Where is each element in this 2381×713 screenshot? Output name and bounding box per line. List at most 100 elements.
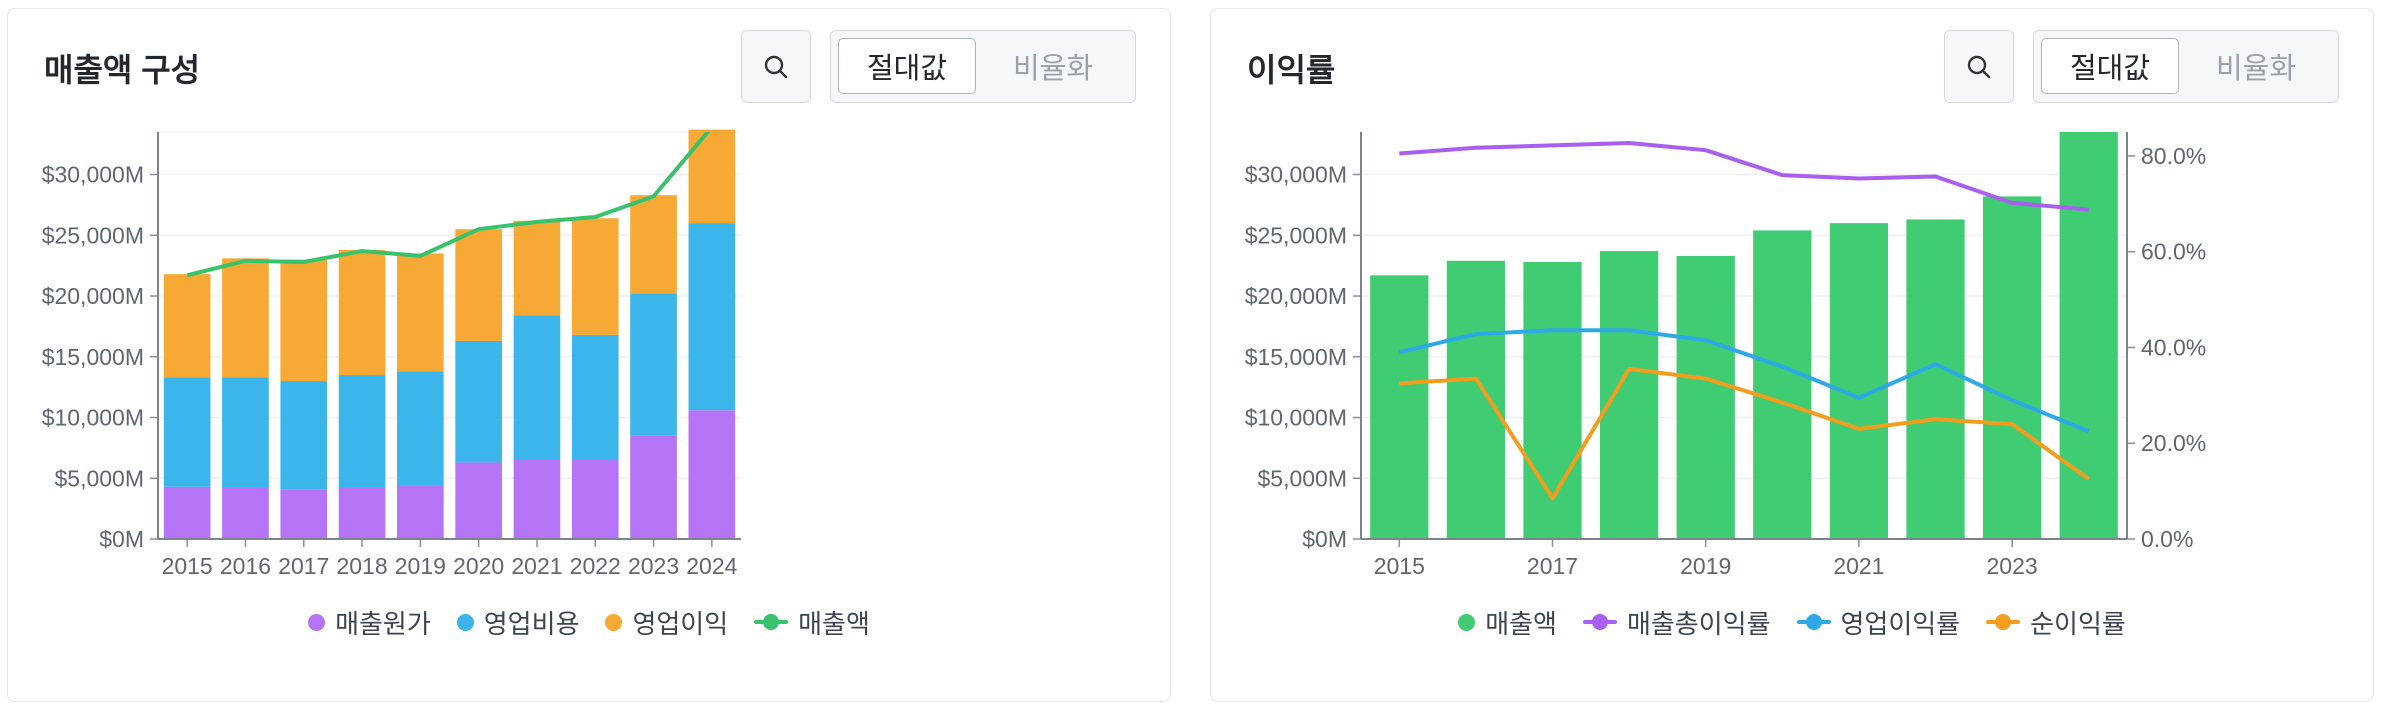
y2-tick-label: 0.0% <box>2141 526 2193 552</box>
legend-dot-icon <box>456 613 474 631</box>
bar-segment <box>513 220 561 316</box>
display-mode-toggle: 절대값 비율화 <box>830 30 1136 103</box>
y-tick-label: $5,000M <box>54 465 144 491</box>
bar-segment <box>455 229 502 341</box>
revenue-line <box>186 132 711 278</box>
y-tick-label: $25,000M <box>1245 222 1347 248</box>
legend-dot-icon <box>605 613 623 631</box>
bar-segment <box>513 315 561 461</box>
revenue-bar <box>1753 230 1812 540</box>
revenue-bar <box>1599 251 1659 539</box>
legend-line-icon <box>1796 614 1831 630</box>
ratio-toggle-button[interactable]: 비율화 <box>1012 53 1094 85</box>
margin-line <box>1399 367 2090 501</box>
bar-segment <box>571 218 619 335</box>
bar-segment <box>630 435 677 539</box>
bar-segment <box>397 253 444 372</box>
legend-line-icon <box>754 614 789 630</box>
bar-segment <box>455 462 502 539</box>
x-tick-label: 2016 <box>220 553 271 579</box>
search-button[interactable] <box>1944 30 2014 103</box>
bar-segment <box>455 340 502 463</box>
card-title: 이익률 <box>1247 52 1336 88</box>
y-tick-label: $0M <box>99 526 144 552</box>
y-tick-label: $20,000M <box>42 283 144 309</box>
revenue-composition-card: 매출액 구성 절대값 비율화 $0M $5,000M $10,000M $15,000… <box>7 8 1171 702</box>
card-title: 매출액 구성 <box>44 52 201 88</box>
search-icon <box>764 55 788 78</box>
legend-item[interactable]: 매출총이익률 <box>1582 604 1771 641</box>
bar-segment <box>630 293 677 436</box>
x-tick-label: 2021 <box>511 553 562 579</box>
bar-segment <box>397 371 444 486</box>
bar-segment <box>280 489 328 539</box>
revenue-composition-chart: $0M $5,000M $10,000M $15,000M $20,000M $25,00… <box>42 129 741 579</box>
legend-item[interactable]: 영업비용 <box>456 604 580 641</box>
chart-legend: 매출액 매출총이익률 영업이익률 순이익률 <box>1211 604 2373 640</box>
legend-line-icon <box>1986 614 2021 630</box>
x-tick-label: 2023 <box>1987 553 2038 579</box>
search-icon <box>1967 55 1991 78</box>
x-tick-label: 2015 <box>162 553 213 579</box>
legend-label: 매출액 <box>798 608 870 639</box>
y2-tick-label: 60.0% <box>2141 239 2206 265</box>
bar-segment <box>338 487 386 539</box>
revenue-bar <box>1982 196 2042 539</box>
x-tick-label: 2017 <box>1527 553 1578 579</box>
revenue-bar <box>1676 255 1735 539</box>
legend-label: 순이익률 <box>2030 608 2126 639</box>
bar-segment <box>163 274 211 378</box>
legend-item[interactable]: 매출액 <box>754 604 870 641</box>
legend-label: 영업비용 <box>483 608 580 639</box>
legend-dot-icon <box>308 613 326 631</box>
bar-segment <box>397 485 444 539</box>
revenue-bar <box>1829 223 1889 540</box>
y-tick-label: $10,000M <box>42 405 144 431</box>
x-tick-label: 2017 <box>278 553 329 579</box>
x-tick-label: 2023 <box>628 553 679 579</box>
y-tick-label: $30,000M <box>1245 162 1347 188</box>
absolute-toggle-button[interactable]: 절대값 <box>2041 38 2179 94</box>
search-button[interactable] <box>741 30 811 103</box>
y2-tick-label: 20.0% <box>2141 430 2206 456</box>
profit-margin-card: 이익률 절대값 비율화 $0M $5,000M $10,000M $15,000M $2… <box>1210 8 2374 702</box>
y-tick-label: $5,000M <box>1257 465 1347 491</box>
legend-label: 영업이익률 <box>1840 608 1961 639</box>
y-tick-label: $0M <box>1302 526 1347 552</box>
legend-item[interactable]: 영업이익률 <box>1796 604 1961 641</box>
profit-margin-chart: $0M $5,000M $10,000M $15,000M $20,000M $25,00… <box>1245 132 2206 579</box>
x-tick-label: 2015 <box>1374 553 1425 579</box>
bar-segment <box>163 486 211 539</box>
bar-segment <box>571 334 619 461</box>
bar-segment <box>280 381 328 490</box>
x-tick-label: 2019 <box>395 553 446 579</box>
bar-segment <box>630 195 677 294</box>
x-tick-label: 2024 <box>686 553 737 579</box>
legend-label: 매출액 <box>1485 608 1557 639</box>
y2-tick-label: 80.0% <box>2141 143 2206 169</box>
revenue-bar <box>1370 275 1429 539</box>
x-tick-label: 2020 <box>453 553 504 579</box>
revenue-bar <box>1906 219 1965 540</box>
bar-segment <box>571 460 619 539</box>
bar-segment <box>280 259 328 382</box>
y-tick-label: $30,000M <box>42 162 144 188</box>
legend-item[interactable]: 순이익률 <box>1986 604 2126 641</box>
legend-item[interactable]: 영업이익 <box>605 604 728 641</box>
x-tick-label: 2018 <box>336 553 387 579</box>
legend-line-icon <box>1582 614 1617 630</box>
ratio-toggle-button[interactable]: 비율화 <box>2215 53 2297 85</box>
margin-line <box>1399 141 2089 212</box>
absolute-toggle-button[interactable]: 절대값 <box>838 38 976 94</box>
legend-item[interactable]: 매출액 <box>1458 604 1557 641</box>
bar-segment <box>338 374 386 488</box>
revenue-bar <box>1523 261 1582 539</box>
bar-segment <box>513 460 561 539</box>
y-tick-label: $15,000M <box>42 344 144 370</box>
y-tick-label: $15,000M <box>1245 344 1347 370</box>
revenue-bar <box>1446 260 1506 539</box>
legend-label: 영업이익 <box>632 608 729 639</box>
legend-item[interactable]: 매출원가 <box>308 604 431 641</box>
x-tick-label: 2022 <box>570 553 621 579</box>
revenue-bar <box>2059 132 2118 539</box>
